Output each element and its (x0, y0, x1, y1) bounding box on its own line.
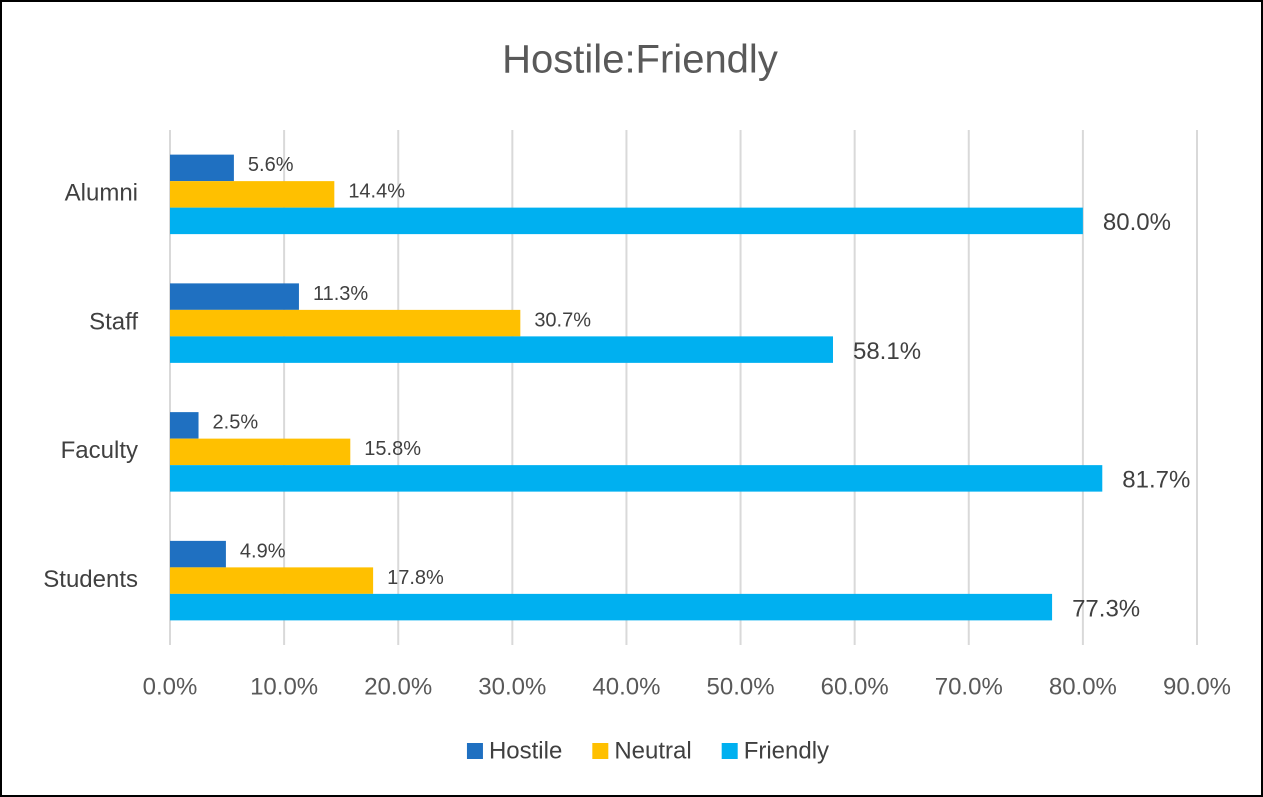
y-tick-label: Staff (89, 308, 138, 335)
data-label: 58.1% (853, 338, 921, 365)
data-label: 17.8% (387, 567, 444, 589)
bar (170, 154, 234, 182)
data-label: 2.5% (213, 412, 259, 434)
data-label: 4.9% (240, 540, 286, 562)
data-label: 15.8% (364, 438, 421, 460)
legend-swatch (466, 743, 483, 759)
x-tick-label: 0.0% (143, 673, 198, 700)
bar (170, 412, 199, 439)
bar (170, 593, 1053, 621)
data-label: 77.3% (1072, 595, 1140, 622)
x-tick-label: 10.0% (250, 673, 318, 700)
data-label: 80.0% (1103, 209, 1171, 236)
bar (170, 567, 374, 594)
data-label: 81.7% (1122, 467, 1190, 494)
x-tick-label: 80.0% (1049, 673, 1117, 700)
x-tick-label: 30.0% (478, 673, 546, 700)
bar (170, 207, 1083, 235)
x-tick-label: 70.0% (935, 673, 1003, 700)
legend-label: Friendly (744, 737, 829, 764)
legend-label: Neutral (614, 737, 691, 764)
legend-swatch (592, 743, 609, 759)
legend-label: Hostile (489, 737, 562, 764)
y-tick-label: Faculty (61, 437, 138, 464)
y-tick-label: Alumni (65, 180, 138, 207)
legend-swatch (721, 743, 738, 759)
data-label: 5.6% (248, 154, 294, 176)
x-tick-label: 90.0% (1163, 673, 1231, 700)
x-tick-label: 60.0% (821, 673, 889, 700)
bar (170, 438, 351, 466)
bar (170, 540, 226, 568)
bar (170, 465, 1103, 492)
data-label: 14.4% (348, 181, 405, 203)
bar (170, 181, 335, 208)
bar (170, 283, 299, 310)
bar (170, 336, 833, 363)
x-tick-label: 50.0% (707, 673, 775, 700)
x-tick-label: 20.0% (364, 673, 432, 700)
y-tick-label: Students (43, 566, 138, 593)
bar (170, 309, 521, 337)
data-label: 30.7% (534, 309, 591, 331)
x-tick-label: 40.0% (592, 673, 660, 700)
chart-title: Hostile:Friendly (502, 38, 778, 82)
data-label: 11.3% (313, 283, 368, 305)
